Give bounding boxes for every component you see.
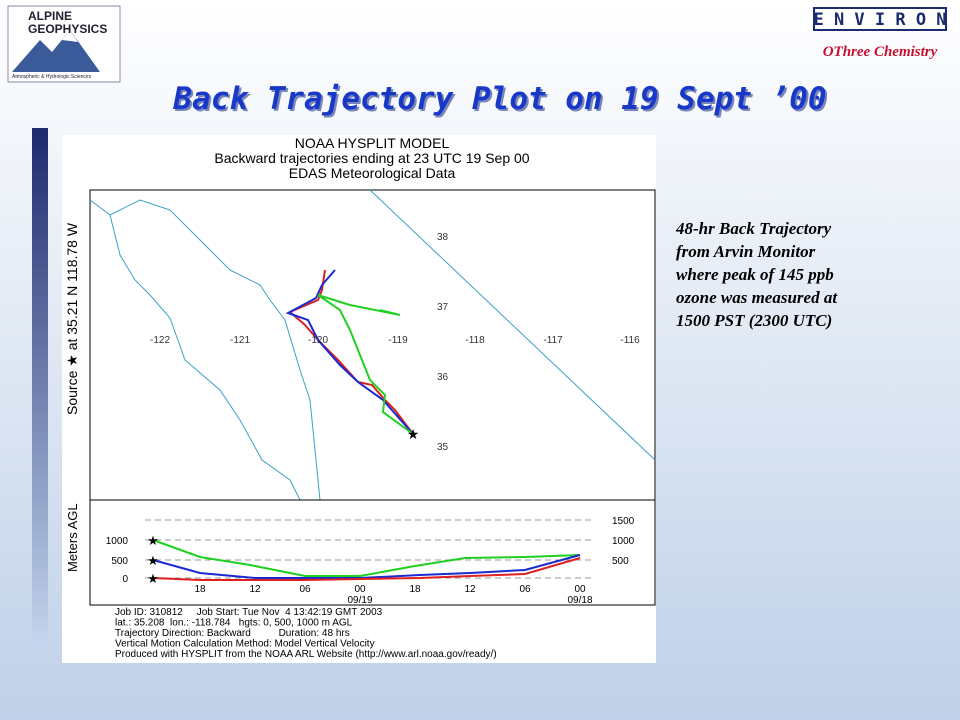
footer-line: Vertical Motion Calculation Method: Mode… — [115, 639, 375, 650]
time-label: 00 — [354, 584, 366, 595]
description-line: 1500 PST (2300 UTC) — [676, 311, 832, 330]
height-axis-title: Meters AGL — [65, 503, 80, 572]
trajectory-1000m — [317, 294, 414, 435]
lat-label: 37 — [437, 302, 449, 313]
height-star: ★ — [147, 571, 159, 586]
lon-label: -118 — [465, 335, 485, 346]
accent-bar — [32, 128, 48, 648]
lon-label: -119 — [388, 335, 408, 346]
description: 48-hr Back Trajectory from Arvin Monitor w… — [675, 219, 838, 330]
logo-snow — [62, 30, 78, 42]
height-star: ★ — [147, 553, 159, 568]
figure-heading: Backward trajectories ending at 23 UTC 1… — [214, 150, 529, 166]
description-line: ozone was measured at — [676, 288, 838, 307]
logo-mountain — [12, 30, 100, 72]
lon-label: -116 — [620, 335, 640, 346]
lat-label: 36 — [437, 372, 449, 383]
logo: ALPINE GEOPHYSICS Atmospheric & Hydrolog… — [7, 5, 121, 83]
time-label: 12 — [464, 584, 476, 595]
time-label: 00 — [574, 584, 586, 595]
lon-label: -121 — [230, 335, 250, 346]
trajectory-500m — [285, 269, 414, 435]
height-right-tick: 1000 — [612, 536, 635, 547]
coastline — [89, 199, 301, 501]
lat-label: 38 — [437, 232, 449, 243]
footer-line: Produced with HYSPLIT from the NOAA ARL … — [115, 649, 497, 660]
height-frame — [89, 499, 656, 606]
description-line: 48-hr Back Trajectory — [675, 219, 832, 238]
logo-tagline: Atmospheric & Hydrologic Sciences — [12, 74, 92, 80]
height-right-tick: 500 — [612, 556, 629, 567]
source-label: Source ★ at 35.21 N 118.78 W — [64, 222, 80, 415]
date-label: 09/19 — [347, 595, 372, 606]
height-1000m — [152, 539, 581, 577]
time-label: 06 — [519, 584, 531, 595]
brand: E N V I R O N — [813, 10, 946, 30]
title: Back Trajectory Plot on 19 Sept ’00 — [172, 81, 826, 117]
height-star: ★ — [147, 533, 159, 548]
subtitle: OThree Chemistry — [823, 44, 938, 60]
description-line: where peak of 145 ppb — [676, 265, 834, 284]
logo-text: ALPINE — [28, 9, 72, 23]
border-line — [369, 189, 656, 461]
description-line: from Arvin Monitor — [676, 242, 816, 261]
lon-label: -117 — [543, 335, 563, 346]
date-label: 09/18 — [567, 595, 592, 606]
height-left-tick: 500 — [111, 556, 128, 567]
logo-text: GEOPHYSICS — [28, 22, 107, 36]
time-label: 18 — [194, 584, 206, 595]
lon-label: -122 — [150, 335, 170, 346]
height-0m — [152, 557, 581, 581]
source-star: ★ — [407, 426, 420, 442]
time-label: 12 — [249, 584, 261, 595]
state-border — [109, 199, 321, 501]
figure-heading: EDAS Meteorological Data — [289, 165, 456, 181]
title-shadow: Back Trajectory Plot on 19 Sept ’00 — [174, 83, 828, 119]
brand-box — [813, 7, 947, 31]
lat-label: 35 — [437, 442, 449, 453]
time-label: 06 — [299, 584, 311, 595]
height-right-tick: 1500 — [612, 516, 635, 527]
time-label: 18 — [409, 584, 421, 595]
footer-line: Trajectory Direction: Backward Duration:… — [115, 628, 350, 639]
height-left-tick: 1000 — [106, 536, 129, 547]
footer-line: Job ID: 310812 Job Start: Tue Nov 4 13:4… — [115, 607, 383, 618]
height-left-tick: 0 — [122, 574, 128, 585]
lon-label: -120 — [308, 335, 328, 346]
figure-heading: NOAA HYSPLIT MODEL — [295, 135, 450, 151]
footer-line: lat.: 35.208 lon.: -118.784 hgts: 0, 500… — [115, 618, 353, 629]
